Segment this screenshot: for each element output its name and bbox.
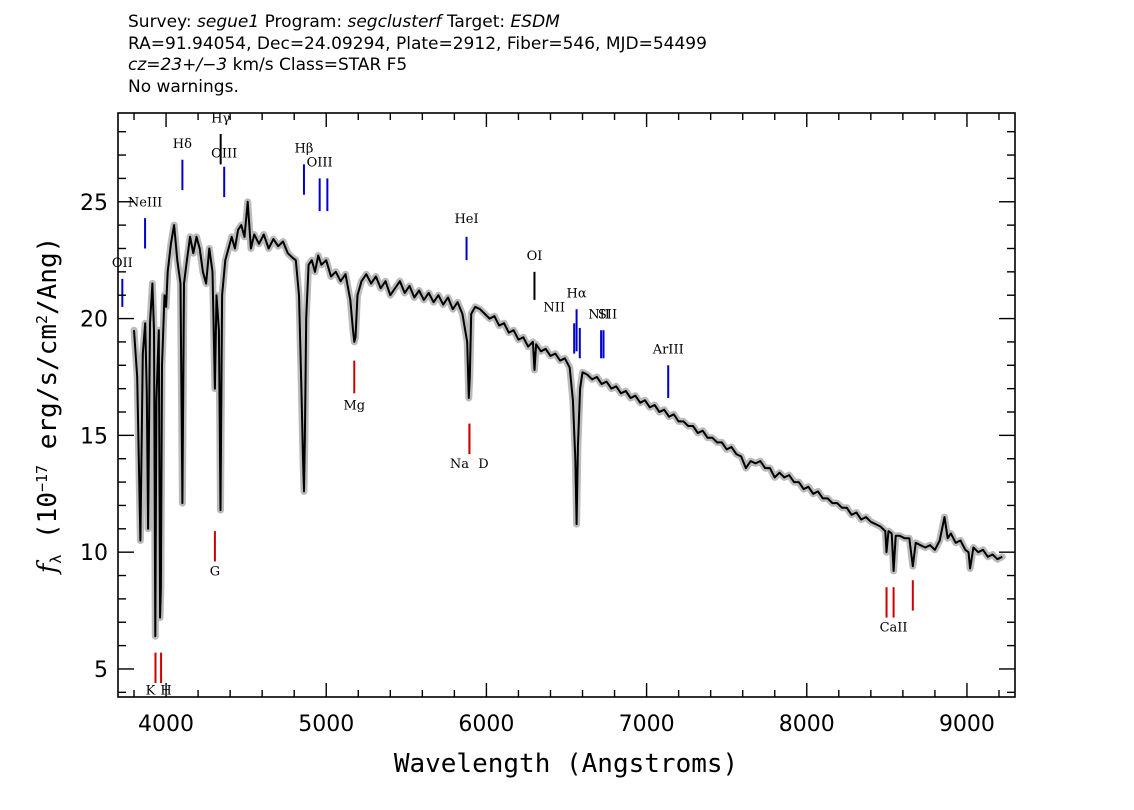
y-axis-title-lambda: λ — [47, 555, 65, 564]
survey-label: Survey: — [128, 12, 192, 32]
y-axis-title-units: erg/s/cm — [33, 324, 63, 465]
redshift-units-class: km/s Class=STAR F5 — [232, 55, 408, 75]
x-tick-label: 7000 — [619, 712, 675, 737]
y-axis-title-sq: 2 — [33, 315, 51, 324]
emission-line-label: SII — [598, 308, 617, 323]
emission-line-label: OIII — [211, 146, 237, 161]
x-tick-label: 4000 — [138, 712, 194, 737]
target-value: ESDM — [510, 12, 560, 32]
flux-error-band — [130, 198, 1006, 640]
absorption-line-label: K — [146, 684, 156, 699]
error-band-layer — [130, 198, 1006, 640]
program-label: Program: — [264, 12, 343, 32]
absorption-line-label: CaII — [880, 621, 908, 636]
y-tick-label: 25 — [80, 191, 108, 216]
x-tick-label: 6000 — [458, 712, 514, 737]
redshift-value: cz=23+/−3 — [128, 55, 228, 75]
emission-line-label: ArIII — [652, 343, 684, 358]
emission-line-label: OI — [527, 249, 543, 264]
emission-line-label: HeI — [454, 212, 478, 227]
header-line-1: Survey: segue1 Program: segclusterf Targ… — [128, 12, 707, 34]
header-line-3: cz=23+/−3 km/s Class=STAR F5 — [128, 55, 707, 77]
y-tick-label: 20 — [80, 308, 108, 333]
y-axis-title: fλ (10−17 erg/s/cm2/Ang) — [33, 237, 65, 576]
absorption-line-label: G — [210, 565, 220, 580]
flux-line-layer — [133, 200, 1003, 638]
program-value: segclusterf — [347, 12, 442, 32]
survey-value: segue1 — [197, 12, 260, 32]
spectrum-header: Survey: segue1 Program: segclusterf Targ… — [128, 12, 707, 98]
y-tick-label: 10 — [80, 541, 108, 566]
emission-line-label: Hα — [567, 287, 587, 302]
axis-ticks: 4000 5000 6000 7000 8000 9000 5 10 15 20 25 — [80, 113, 1015, 737]
flux-series-line — [133, 200, 1003, 638]
absorption-line-label: Na — [450, 457, 469, 472]
x-tick-label: 8000 — [779, 712, 835, 737]
x-tick-label: 5000 — [298, 712, 354, 737]
absorption-line-label: D — [478, 457, 488, 472]
emission-line-label: NeIII — [128, 195, 162, 210]
x-axis-title: Wavelength (Angstroms) — [394, 749, 738, 779]
emission-line-label: Hδ — [173, 137, 192, 152]
y-axis-title-per-ang: /Ang) — [33, 237, 63, 315]
y-axis-title-scale: (10 — [33, 492, 63, 555]
plot-frame — [117, 112, 1016, 698]
emission-line-label: Hβ — [295, 142, 314, 157]
y-tick-label: 5 — [94, 658, 108, 683]
emission-line-label: OII — [112, 256, 133, 271]
emission-line-label: OIII — [307, 156, 333, 171]
emission-line-label: Hγ — [211, 111, 230, 126]
header-line-2: RA=91.94054, Dec=24.09294, Plate=2912, F… — [128, 33, 707, 54]
x-tick-label: 9000 — [939, 712, 995, 737]
target-label: Target: — [446, 12, 506, 32]
emission-line-label: NII — [543, 301, 565, 316]
emission-line-label: NII — [588, 308, 610, 323]
header-line-4: No warnings. — [128, 76, 239, 97]
y-tick-label: 15 — [80, 424, 108, 449]
absorption-line-label: Mg — [343, 399, 365, 414]
y-axis-title-exp: −17 — [33, 465, 51, 492]
